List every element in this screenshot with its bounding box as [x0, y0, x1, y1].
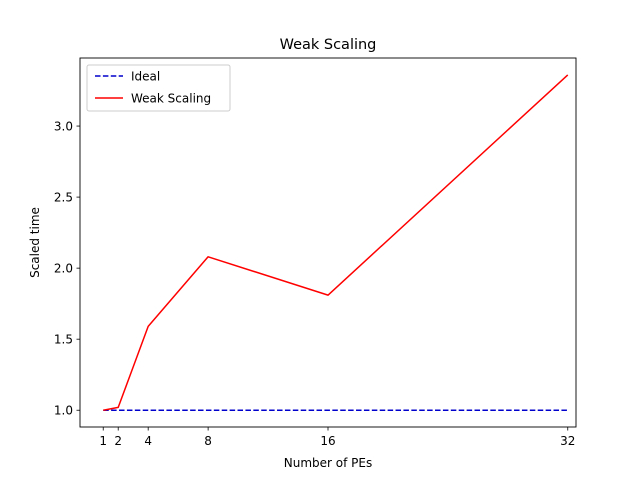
- legend-label-weak-scaling: Weak Scaling: [131, 92, 211, 106]
- series-layer: [103, 74, 569, 411]
- plot-background: [80, 58, 576, 427]
- x-axis-ticks: 1 2 4 8 16 32: [99, 427, 575, 448]
- x-axis-title: Number of PEs: [284, 456, 372, 470]
- x-tick-label: 2: [114, 434, 122, 448]
- x-tick-label: 32: [560, 434, 575, 448]
- y-tick-label: 2.5: [54, 190, 73, 204]
- y-axis-ticks: 1.0 1.5 2.0 2.5 3.0: [54, 119, 80, 418]
- chart-title: Weak Scaling: [280, 37, 377, 53]
- x-tick-label: 16: [320, 434, 335, 448]
- x-tick-label: 8: [204, 434, 212, 448]
- x-tick-label: 4: [144, 434, 152, 448]
- legend: Ideal Weak Scaling: [86, 64, 231, 112]
- y-tick-label: 1.0: [54, 404, 73, 418]
- legend-label-ideal: Ideal: [131, 70, 160, 84]
- x-tick-label: 1: [99, 434, 107, 448]
- y-tick-label: 3.0: [54, 119, 73, 133]
- y-tick-label: 2.0: [54, 261, 73, 275]
- y-axis-title: Scaled time: [28, 207, 42, 278]
- y-tick-label: 1.5: [54, 332, 73, 346]
- series-line-weak-scaling: [103, 74, 569, 411]
